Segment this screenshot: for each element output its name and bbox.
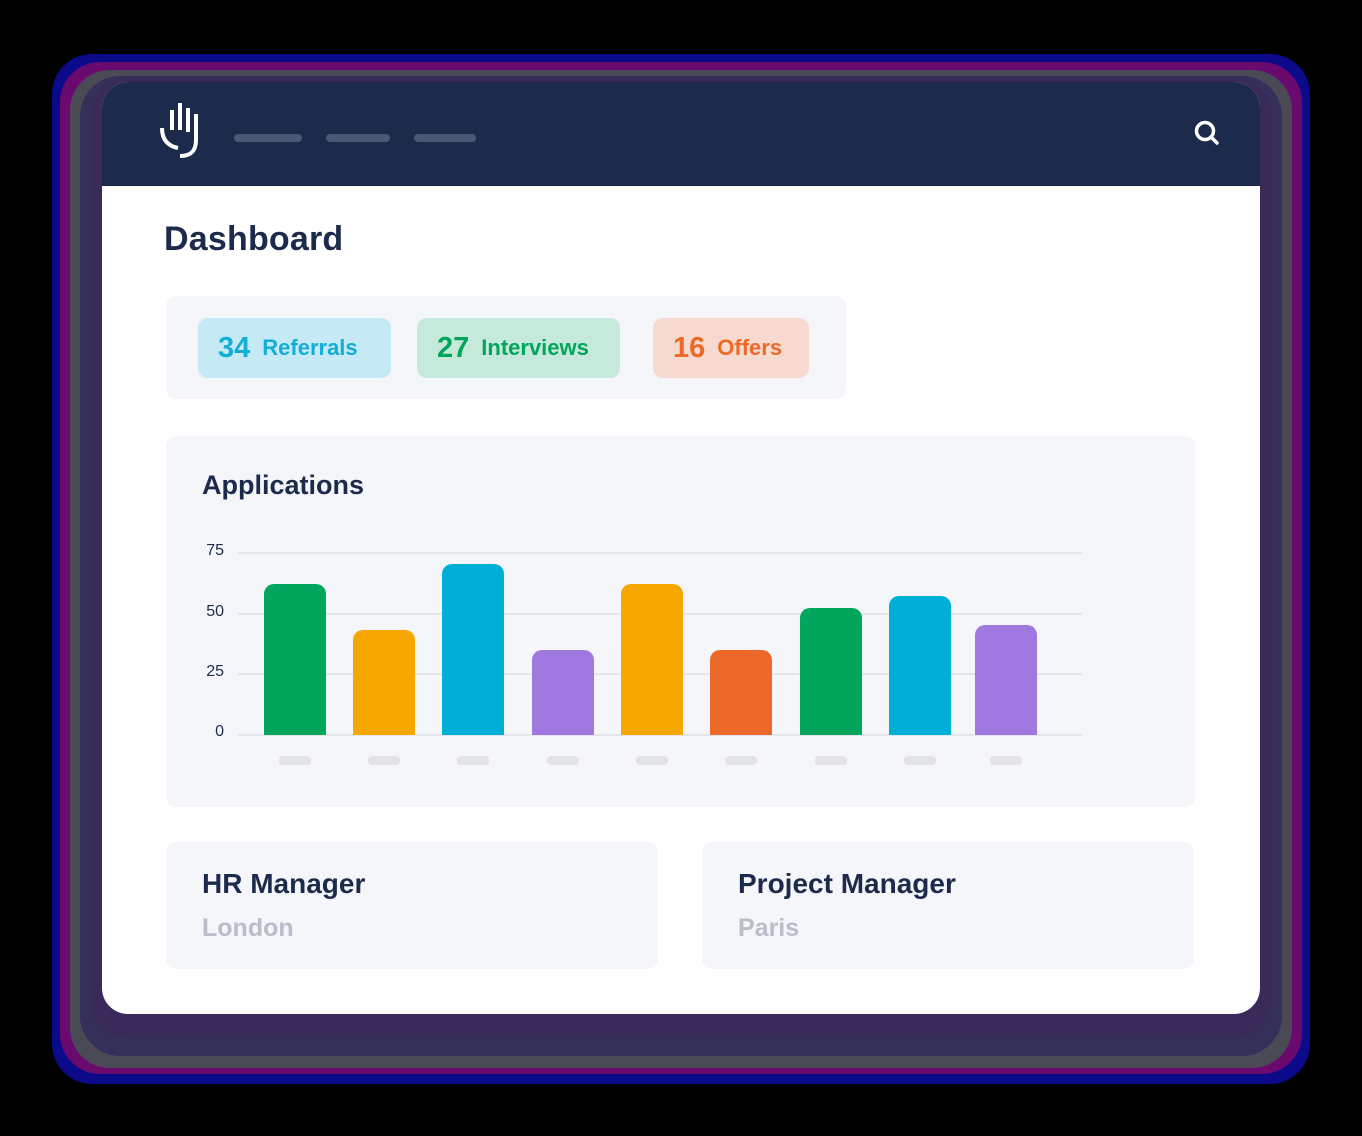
- chart-bar[interactable]: [621, 583, 683, 735]
- job-location: Paris: [738, 914, 800, 942]
- chart-title: Applications: [202, 470, 365, 500]
- grid-line: [238, 734, 1082, 736]
- nav-item-1[interactable]: [234, 134, 302, 142]
- hand-logo-icon[interactable]: [158, 100, 206, 162]
- applications-chart-card: Applications 75 50 25 0: [166, 436, 1195, 807]
- top-navigation-bar: [102, 82, 1260, 186]
- stat-value: 16: [673, 331, 706, 364]
- y-tick-label: 25: [206, 663, 224, 680]
- nav-item-2[interactable]: [326, 134, 390, 142]
- stat-offers[interactable]: 16 Offers: [653, 318, 809, 378]
- stat-label: Referrals: [262, 335, 358, 360]
- grid-line: [238, 552, 1082, 554]
- chart-bar[interactable]: [264, 583, 326, 735]
- x-axis-label-placeholder: [904, 756, 936, 765]
- stat-value: 27: [437, 331, 470, 364]
- app-window: Dashboard 34 Referrals 27 Interviews 16 …: [102, 82, 1260, 1014]
- stat-referrals[interactable]: 34 Referrals: [198, 318, 391, 378]
- job-card[interactable]: Project Manager Paris: [702, 842, 1194, 969]
- stat-label: Interviews: [481, 335, 589, 360]
- job-location: London: [202, 914, 294, 942]
- stat-interviews[interactable]: 27 Interviews: [417, 318, 620, 378]
- search-icon[interactable]: [1192, 118, 1222, 148]
- chart-bar[interactable]: [442, 564, 504, 735]
- chart-bar[interactable]: [889, 595, 951, 735]
- y-tick-label: 0: [215, 723, 224, 740]
- x-axis-label-placeholder: [368, 756, 400, 765]
- x-axis-label-placeholder: [636, 756, 668, 765]
- x-axis-label-placeholder: [279, 756, 311, 765]
- stats-panel: 34 Referrals 27 Interviews 16 Offers: [166, 296, 846, 399]
- x-axis-label-placeholder: [815, 756, 847, 765]
- y-tick-label: 75: [206, 542, 224, 559]
- x-axis-label-placeholder: [457, 756, 489, 765]
- chart-bar[interactable]: [353, 630, 415, 735]
- stat-value: 34: [218, 331, 251, 364]
- stat-label: Offers: [717, 335, 783, 360]
- chart-bar[interactable]: [532, 649, 594, 735]
- page-title: Dashboard: [164, 220, 344, 258]
- chart-bar[interactable]: [800, 608, 862, 735]
- bar-chart: 75 50 25 0: [166, 436, 1195, 807]
- chart-bar[interactable]: [710, 649, 772, 735]
- chart-bar[interactable]: [975, 625, 1037, 735]
- x-axis-label-placeholder: [547, 756, 579, 765]
- job-title: HR Manager: [202, 868, 366, 899]
- job-title: Project Manager: [738, 868, 956, 899]
- nav-item-3[interactable]: [414, 134, 476, 142]
- x-axis-label-placeholder: [725, 756, 757, 765]
- y-tick-label: 50: [206, 603, 224, 620]
- job-card[interactable]: HR Manager London: [166, 842, 658, 969]
- x-axis-label-placeholder: [990, 756, 1022, 765]
